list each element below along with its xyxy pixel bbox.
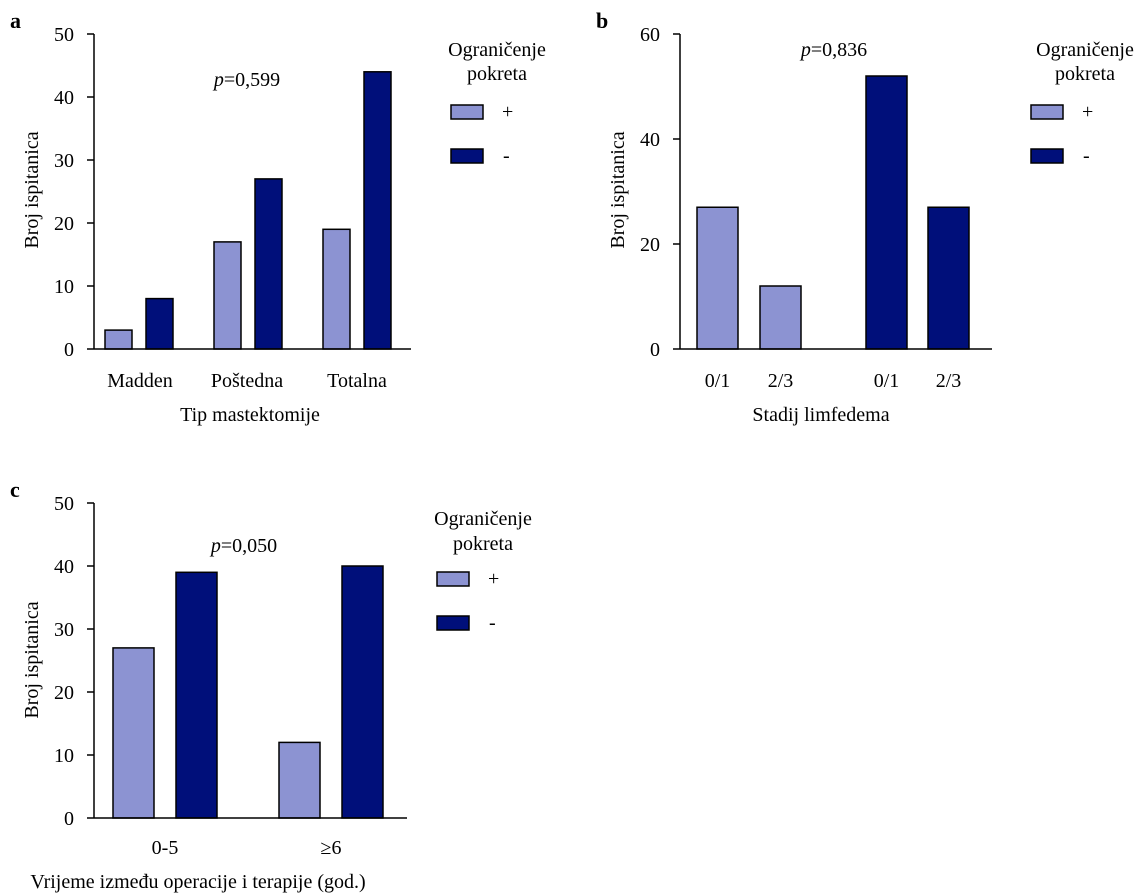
axes: 0 10 20 30 40 50 0-5 ≥6 <box>54 493 407 859</box>
bars <box>696 75 970 350</box>
x-tick-label: 2/3 <box>768 370 794 392</box>
legend-title-line2: pokreta <box>1055 63 1115 85</box>
x-tick-label: 0-5 <box>152 837 179 859</box>
legend-label-plus: + <box>502 101 513 123</box>
panel-label: b <box>596 8 608 33</box>
y-tick-label: 30 <box>54 150 74 172</box>
y-tick-label: 30 <box>54 619 74 641</box>
y-tick-label: 50 <box>54 24 74 46</box>
y-tick-label: 40 <box>640 129 660 151</box>
y-axis-label: Broj ispitanica <box>21 131 43 248</box>
p-value-annotation: p=0,599 <box>212 69 280 91</box>
legend-label-minus: - <box>489 612 496 634</box>
bar <box>927 206 970 350</box>
panel-a: a Broj ispitanica Tip mastektomije p=0,5… <box>10 8 546 426</box>
legend-swatch-minus <box>1030 148 1064 164</box>
legend-swatch-minus <box>436 615 470 631</box>
bar <box>696 206 739 350</box>
panel-b: b Broj ispitanica Stadij limfedema p=0,8… <box>596 8 1134 426</box>
bar <box>213 241 242 350</box>
legend-title-line1: Ograničenje <box>434 508 532 530</box>
bar <box>322 228 351 350</box>
legend-swatch-plus <box>450 104 484 120</box>
p-symbol: p <box>799 39 811 61</box>
legend-label-plus: + <box>1082 101 1093 123</box>
y-axis-label: Broj ispitanica <box>21 601 43 718</box>
y-tick-label: 60 <box>640 24 660 46</box>
p-value-annotation: p=0,836 <box>799 39 867 61</box>
y-tick-label: 10 <box>54 745 74 767</box>
p-value: =0,599 <box>224 69 280 91</box>
bar <box>112 647 155 819</box>
bar <box>104 329 133 350</box>
x-tick-label: 2/3 <box>936 370 962 392</box>
legend: Ograničenje pokreta + - <box>434 508 532 634</box>
bar <box>341 565 384 819</box>
y-axis-label: Broj ispitanica <box>607 131 629 248</box>
bar <box>254 178 283 350</box>
p-value-annotation: p=0,050 <box>209 535 277 557</box>
p-value: =0,836 <box>811 39 867 61</box>
bar <box>363 71 392 350</box>
panel-c: c Broj ispitanica Vrijeme između operaci… <box>10 477 532 893</box>
legend: Ograničenje pokreta + - <box>448 39 546 167</box>
legend: Ograničenje pokreta + - <box>1030 39 1134 167</box>
legend-label-minus: - <box>1083 145 1090 167</box>
x-tick-label: ≥6 <box>321 837 342 859</box>
y-tick-label: 0 <box>64 339 74 361</box>
x-axis-label: Tip mastektomije <box>180 404 320 426</box>
y-tick-label: 20 <box>54 682 74 704</box>
legend-swatch-minus <box>450 148 484 164</box>
bar <box>759 285 802 350</box>
y-tick-label: 0 <box>64 808 74 830</box>
legend-title-line2: pokreta <box>453 533 513 555</box>
panel-label: a <box>10 8 21 33</box>
bars <box>104 71 392 350</box>
bar <box>175 571 218 819</box>
y-tick-label: 0 <box>650 339 660 361</box>
bar <box>278 741 321 819</box>
legend-swatch-plus <box>436 571 470 587</box>
axes: 0 10 20 30 40 50 Madden Poštedna Totalna <box>54 24 411 392</box>
y-tick-label: 40 <box>54 87 74 109</box>
legend-swatch-plus <box>1030 104 1064 120</box>
x-tick-label: 0/1 <box>874 370 900 392</box>
x-axis-label: Stadij limfedema <box>752 404 889 426</box>
p-value: =0,050 <box>221 535 277 557</box>
x-tick-label: Poštedna <box>211 370 283 392</box>
bars <box>112 565 384 819</box>
legend-title-line2: pokreta <box>467 63 527 85</box>
y-tick-label: 20 <box>640 234 660 256</box>
y-tick-label: 40 <box>54 556 74 578</box>
legend-label-minus: - <box>503 145 510 167</box>
legend-label-plus: + <box>488 568 499 590</box>
legend-title-line1: Ograničenje <box>1036 39 1134 61</box>
legend-title-line1: Ograničenje <box>448 39 546 61</box>
p-symbol: p <box>209 535 221 557</box>
bar <box>865 75 908 350</box>
bar <box>145 297 174 350</box>
x-axis-label: Vrijeme između operacije i terapije (god… <box>30 871 365 893</box>
y-tick-label: 50 <box>54 493 74 515</box>
x-tick-label: 0/1 <box>705 370 731 392</box>
x-tick-label: Madden <box>107 370 173 392</box>
y-tick-label: 20 <box>54 213 74 235</box>
x-tick-label: Totalna <box>327 370 387 392</box>
panel-label: c <box>10 477 20 502</box>
axes: 0 20 40 60 0/1 2/3 0/1 2/3 <box>640 24 992 392</box>
y-tick-label: 10 <box>54 276 74 298</box>
p-symbol: p <box>212 69 224 91</box>
